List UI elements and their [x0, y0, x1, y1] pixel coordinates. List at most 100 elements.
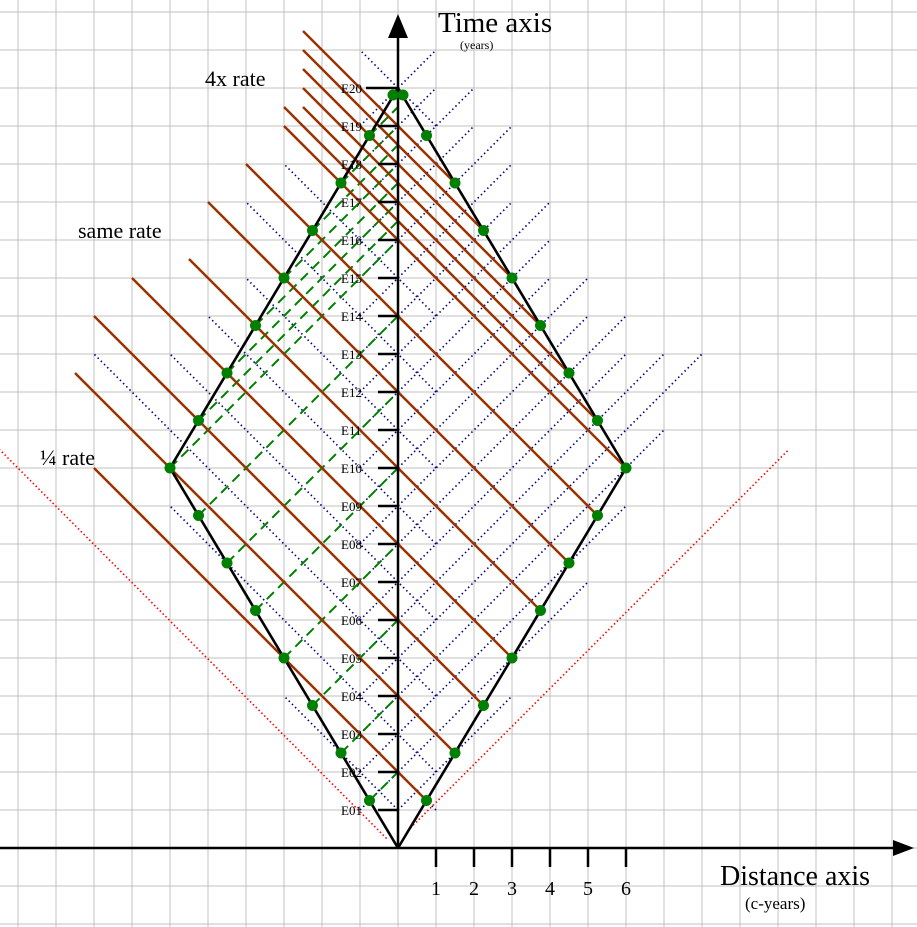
right-traveler-signal: [283, 125, 627, 469]
earth-event-label: E16: [341, 233, 362, 248]
earth-event-label: E10: [341, 461, 362, 476]
earth-signal-leftward: [169, 353, 437, 621]
distance-tick-label: 4: [545, 878, 555, 900]
time-axis-arrow-icon: [388, 14, 408, 38]
left-traveler-clock-dot: [387, 89, 399, 101]
right-traveler-clock-dot: [421, 130, 432, 141]
earth-event-label: E13: [341, 347, 362, 362]
right-traveler-signal: [74, 372, 456, 754]
right-traveler-clock-dot: [506, 272, 518, 284]
right-traveler-clock-dot: [620, 462, 632, 474]
left-traveler-signal: [226, 391, 399, 564]
left-traveler-clock-dot: [364, 795, 375, 806]
distance-tick-label: 1: [431, 878, 441, 900]
left-traveler-clock-dot: [221, 557, 233, 569]
right-traveler-clock-dot: [506, 652, 518, 664]
left-traveler-signal: [197, 315, 399, 517]
earth-event-label: E11: [341, 423, 361, 438]
left-traveler-clock-dot: [193, 510, 204, 521]
right-traveler-signal: [283, 106, 599, 422]
earth-event-label: E09: [341, 499, 362, 514]
left-traveler-clock-dot: [164, 462, 176, 474]
earth-event-label: E14: [341, 309, 362, 324]
right-traveler-clock-dot: [421, 795, 432, 806]
left-traveler-clock-dot: [250, 605, 261, 616]
right-traveler-clock-dot: [535, 605, 546, 616]
right-traveler-signal: [93, 467, 428, 802]
left-traveler-clock-dot: [335, 747, 347, 759]
earth-event-label: E12: [341, 385, 362, 400]
earth-event-label: E17: [341, 195, 362, 210]
left-traveler-signal: [311, 144, 399, 232]
left-traveler-signal: [197, 220, 399, 422]
right-traveler-signal: [207, 201, 570, 564]
earth-event-label: E06: [341, 613, 362, 628]
distance-axis-label: Distance axis: [720, 861, 870, 892]
distance-tick-labels: 1 2 3 4 5 6: [431, 878, 631, 900]
left-traveler-clock-dot: [307, 700, 318, 711]
left-traveler-signal: [311, 619, 399, 707]
right-traveler-clock-dot: [592, 510, 603, 521]
earth-event-label: E07: [341, 575, 362, 590]
distance-axis-arrow-icon: [893, 840, 914, 856]
earth-signal-rightward: [359, 315, 627, 583]
right-traveler-clock-dot: [478, 225, 489, 236]
left-traveler-clock-dot: [278, 652, 290, 664]
distance-axis-unit: (c-years): [745, 894, 805, 913]
right-traveler-signal: [302, 68, 513, 279]
right-traveler-signal: [302, 106, 570, 374]
right-traveler-clock-dot: [563, 557, 575, 569]
right-traveler-signal: [302, 87, 542, 327]
annotation-4x-rate: 4x rate: [205, 66, 265, 91]
right-traveler-signal: [188, 258, 542, 612]
right-traveler-clock-dot: [592, 415, 603, 426]
earth-event-label: E04: [341, 689, 362, 704]
left-traveler-clock-dot: [250, 320, 261, 331]
distance-tick-label: 6: [621, 878, 631, 900]
time-axis-unit: (years): [460, 38, 493, 52]
traveler-clock-ticks: [164, 89, 632, 806]
right-traveler-clock-dot: [478, 700, 489, 711]
earth-event-label: E20: [341, 81, 362, 96]
light-cone: [0, 448, 790, 840]
earth-signal-leftward: [169, 505, 437, 773]
distance-tick-label: 2: [469, 878, 479, 900]
left-traveler-signal: [226, 201, 399, 374]
left-traveler-signal: [254, 182, 399, 327]
earth-event-labels: E01 E02 E03 E04 E05 E06 E07 E08 E09 E10 E11 E12 E13 E…: [341, 81, 362, 818]
earth-event-label: E18: [341, 157, 362, 172]
earth-event-label: E15: [341, 271, 362, 286]
left-traveler-signal: [368, 106, 399, 137]
earth-event-label: E01: [341, 803, 362, 818]
right-traveler-signal: [302, 30, 456, 184]
left-traveler-clock-dot: [335, 177, 347, 189]
left-traveler-clock-dot: [193, 415, 204, 426]
right-traveler-signal: [93, 315, 485, 707]
left-traveler-clock-dot: [221, 367, 233, 379]
annotation-quarter-rate: ¼ rate: [40, 445, 95, 470]
left-traveler-signal: [368, 771, 399, 802]
right-traveler-clock-dot: [449, 747, 461, 759]
left-traveler-signal: [283, 543, 399, 659]
annotation-same-rate: same rate: [78, 218, 162, 243]
distance-tick-label: 3: [507, 878, 517, 900]
right-traveler-signal: [245, 163, 599, 517]
earth-event-label: E08: [341, 537, 362, 552]
earth-event-label: E05: [341, 651, 362, 666]
right-traveler-signal: [131, 277, 513, 659]
right-traveler-clock-dot: [449, 177, 461, 189]
left-traveler-signal: [254, 467, 399, 612]
earth-event-label: E02: [341, 765, 362, 780]
distance-tick-label: 5: [583, 878, 593, 900]
right-traveler-clock-dot: [535, 320, 546, 331]
earth-event-label: E03: [341, 727, 362, 742]
right-traveler-clock-dot: [563, 367, 575, 379]
time-axis-label: Time axis: [438, 7, 552, 39]
right-traveler-clock-dot: [397, 89, 409, 101]
left-traveler-signal: [340, 695, 399, 754]
earth-event-label: E19: [341, 119, 362, 134]
left-traveler-clock-dot: [278, 272, 290, 284]
